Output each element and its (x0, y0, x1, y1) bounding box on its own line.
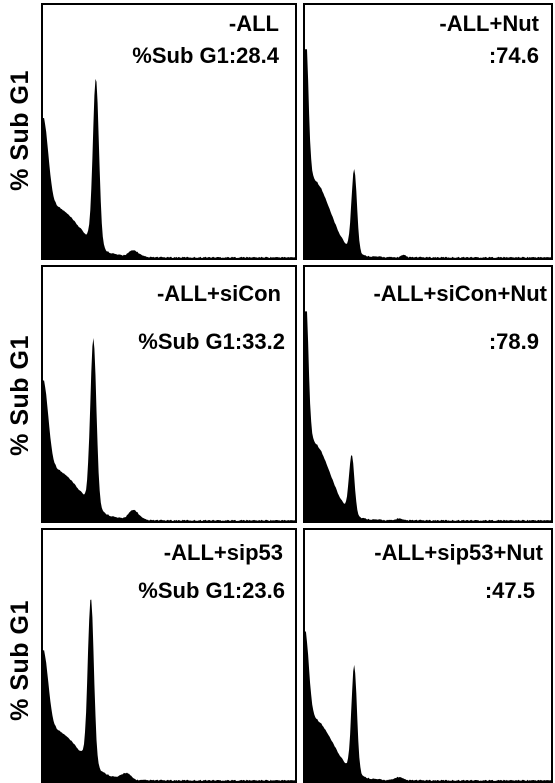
y-axis-label-text: % Sub G1 (5, 69, 34, 191)
panel-title: -ALL+siCon+Nut (373, 281, 547, 306)
histogram-area (43, 78, 295, 258)
panel-stat: %Sub G1:28.4 (132, 43, 279, 68)
panel-stat: :78.9 (488, 329, 539, 354)
y-axis-label-text: % Sub G1 (5, 599, 34, 721)
histogram-panel-2: -ALL+Nut :74.6 (303, 3, 553, 260)
histogram-area (43, 338, 295, 521)
histogram-area (305, 630, 551, 781)
panel-title: -ALL (228, 11, 279, 36)
panel-title: -ALL+siCon (156, 281, 281, 306)
histogram-panel-4: -ALL+siCon+Nut :78.9 (303, 265, 553, 523)
panel-stat: :47.5 (484, 578, 535, 603)
histogram-area (305, 49, 551, 258)
panel-stat: %Sub G1:33.2 (138, 329, 285, 354)
panel-title: -ALL+sip53 (163, 540, 283, 565)
panel-stat: %Sub G1:23.6 (138, 578, 285, 603)
histogram-panel-5: -ALL+sip53 %Sub G1:23.6 (41, 528, 297, 783)
histogram-plot (43, 338, 295, 521)
y-axis-label-text: % Sub G1 (5, 334, 34, 456)
histogram-panel-1: -ALL %Sub G1:28.4 (41, 3, 297, 260)
histogram-plot (305, 311, 551, 521)
panel-title: -ALL+Nut (439, 11, 539, 36)
y-axis-label-row1: % Sub G1 (0, 30, 40, 230)
histogram-plot (305, 630, 551, 781)
histogram-area (43, 599, 295, 781)
histogram-panel-6: -ALL+sip53+Nut :47.5 (303, 528, 553, 783)
histogram-plot (305, 49, 551, 258)
histogram-area (305, 311, 551, 521)
histogram-panel-3: -ALL+siCon %Sub G1:33.2 (41, 265, 297, 523)
y-axis-label-row2: % Sub G1 (0, 295, 40, 495)
panel-stat: :74.6 (488, 43, 539, 68)
panel-title: -ALL+sip53+Nut (374, 540, 543, 565)
y-axis-label-row3: % Sub G1 (0, 560, 40, 760)
histogram-plot (43, 599, 295, 781)
histogram-plot (43, 78, 295, 258)
